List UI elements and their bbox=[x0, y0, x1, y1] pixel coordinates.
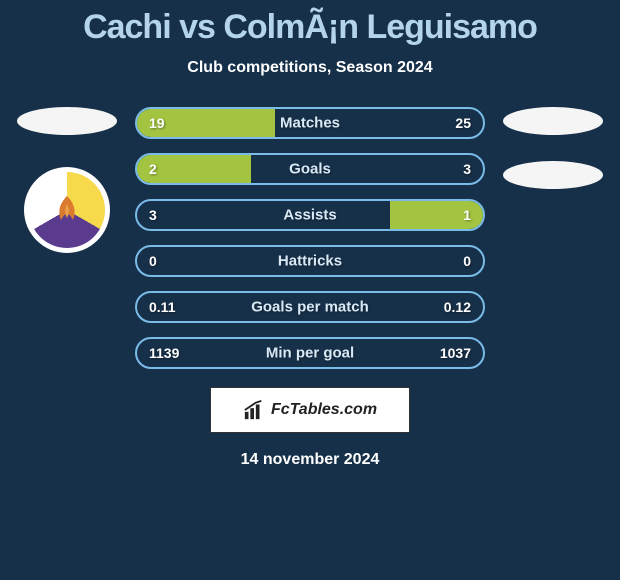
stat-value-left: 0 bbox=[149, 253, 157, 269]
player-avatar-right-1 bbox=[503, 107, 603, 135]
stat-value-left: 1139 bbox=[149, 345, 179, 361]
player-avatar-left bbox=[17, 107, 117, 135]
stat-label: Goals bbox=[289, 161, 331, 178]
phoenix-icon bbox=[47, 190, 87, 230]
stat-value-left: 2 bbox=[149, 161, 157, 177]
page-subtitle: Club competitions, Season 2024 bbox=[187, 59, 432, 77]
left-player-col bbox=[17, 107, 117, 253]
stat-bar: 2 3 Goals bbox=[135, 153, 485, 185]
stat-value-left: 3 bbox=[149, 207, 157, 223]
stat-label: Matches bbox=[280, 115, 340, 132]
chart-icon bbox=[243, 399, 265, 421]
right-player-col bbox=[503, 107, 603, 189]
stat-bar: 0 0 Hattricks bbox=[135, 245, 485, 277]
stat-value-left: 0.11 bbox=[149, 299, 175, 315]
stat-value-right: 1 bbox=[463, 207, 471, 223]
player-avatar-right-2 bbox=[503, 161, 603, 189]
brand-badge[interactable]: FcTables.com bbox=[210, 387, 410, 433]
stat-bar: 0.11 0.12 Goals per match bbox=[135, 291, 485, 323]
stat-bar: 1139 1037 Min per goal bbox=[135, 337, 485, 369]
club-badge-left bbox=[24, 167, 110, 253]
stat-bar: 3 1 Assists bbox=[135, 199, 485, 231]
stats-column: 19 25 Matches 2 3 Goals 3 1 Assists 0 0 Hattricks 0.… bbox=[135, 107, 485, 369]
stat-value-right: 0 bbox=[463, 253, 471, 269]
comparison-card: Cachi vs ColmÃ¡n Leguisamo Club competit… bbox=[0, 0, 620, 580]
brand-text: FcTables.com bbox=[271, 401, 377, 419]
stat-label: Hattricks bbox=[278, 253, 342, 270]
date-text: 14 november 2024 bbox=[241, 451, 380, 469]
stat-value-right: 1037 bbox=[440, 345, 471, 361]
stat-label: Goals per match bbox=[251, 299, 369, 316]
page-title: Cachi vs ColmÃ¡n Leguisamo bbox=[83, 8, 537, 47]
stat-value-right: 25 bbox=[455, 115, 471, 131]
stat-label: Assists bbox=[283, 207, 336, 224]
stat-value-left: 19 bbox=[149, 115, 165, 131]
stat-value-right: 0.12 bbox=[444, 299, 471, 315]
main-row: 19 25 Matches 2 3 Goals 3 1 Assists 0 0 Hattricks 0.… bbox=[0, 107, 620, 369]
stat-bar: 19 25 Matches bbox=[135, 107, 485, 139]
stat-label: Min per goal bbox=[266, 345, 354, 362]
stat-value-right: 3 bbox=[463, 161, 471, 177]
